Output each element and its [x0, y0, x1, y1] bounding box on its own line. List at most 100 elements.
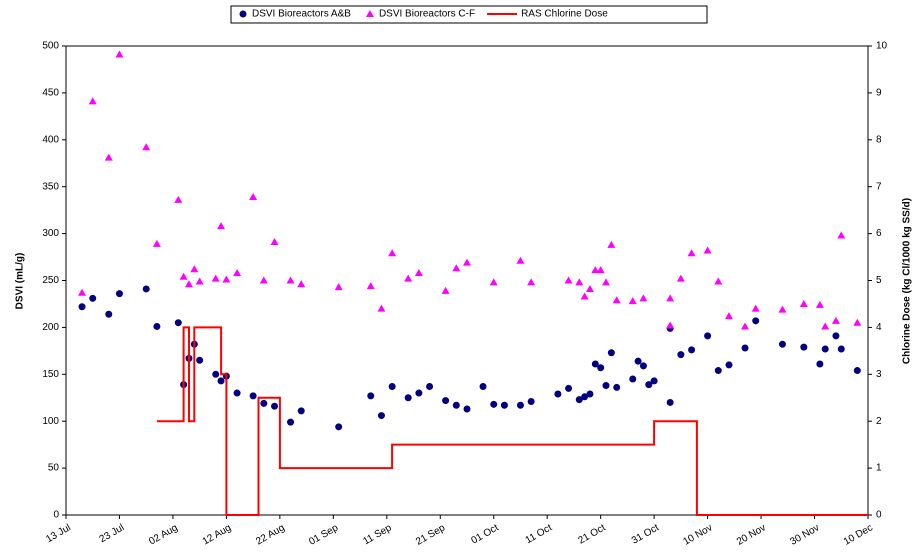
triangle-marker — [78, 288, 87, 296]
y2-tick-label: 2 — [876, 416, 882, 427]
x-tick-label: 31 Oct — [630, 522, 661, 546]
triangle-marker — [687, 249, 696, 257]
circle-marker — [688, 346, 696, 354]
circle-marker — [725, 361, 733, 369]
circle-marker — [639, 362, 647, 370]
circle-marker — [575, 396, 583, 404]
triangle-marker — [815, 300, 824, 308]
x-tick-label: 30 Nov — [788, 522, 821, 547]
triangle-marker — [628, 297, 637, 305]
y-tick-label: 300 — [42, 228, 59, 239]
triangle-marker — [585, 284, 594, 292]
triangle-marker — [821, 322, 830, 330]
circle-marker — [554, 390, 562, 398]
circle-marker — [415, 389, 423, 397]
circle-marker — [597, 364, 605, 372]
triangle-marker — [377, 304, 386, 312]
circle-marker — [821, 345, 829, 353]
triangle-marker — [751, 304, 760, 312]
circle-marker — [516, 401, 524, 409]
circle-marker — [174, 319, 182, 327]
circle-marker — [816, 360, 824, 368]
circle-marker — [629, 375, 637, 383]
circle-marker — [741, 344, 749, 352]
y2-tick-label: 7 — [876, 181, 882, 192]
circle-marker — [249, 392, 257, 400]
y2-axis-label: Chlorine Dose (kg Cl/1000 kg SS/d) — [902, 198, 913, 364]
circle-marker — [452, 401, 460, 409]
circle-marker — [388, 382, 396, 390]
triangle-marker — [184, 280, 193, 288]
y-axis-label: DSVI (mL/g) — [15, 253, 26, 310]
triangle-marker — [388, 249, 397, 257]
legend-label: RAS Chlorine Dose — [521, 9, 608, 20]
triangle-marker — [612, 296, 621, 304]
triangle-marker — [404, 274, 413, 282]
circle-marker — [105, 310, 113, 318]
triangle-marker — [489, 278, 498, 286]
triangle-marker — [259, 276, 268, 284]
triangle-marker — [516, 256, 525, 264]
circle-marker — [463, 405, 471, 413]
x-tick-label: 01 Oct — [470, 522, 501, 546]
y2-tick-label: 10 — [876, 41, 888, 52]
triangle-marker — [724, 312, 733, 320]
x-tick-label: 11 Sep — [361, 522, 394, 547]
circle-marker — [853, 367, 861, 375]
triangle-marker — [580, 292, 589, 300]
triangle-marker — [249, 193, 258, 201]
y-tick-label: 450 — [42, 88, 59, 99]
circle-marker — [217, 377, 225, 385]
triangle-marker — [365, 10, 374, 17]
triangle-marker — [174, 195, 183, 203]
x-tick-label: 01 Sep — [307, 522, 340, 548]
triangle-marker — [334, 283, 343, 291]
triangle-marker — [666, 294, 675, 302]
circle-marker — [404, 394, 412, 402]
triangle-marker — [853, 318, 862, 326]
triangle-marker — [104, 153, 113, 161]
triangle-marker — [831, 316, 840, 324]
circle-marker — [153, 322, 161, 330]
y-tick-label: 0 — [53, 510, 59, 521]
y-tick-label: 250 — [42, 275, 59, 286]
circle-marker — [490, 400, 498, 408]
triangle-marker — [441, 286, 450, 294]
dose-line — [156, 326, 868, 516]
triangle-marker — [152, 239, 161, 247]
y2-tick-label: 3 — [876, 369, 882, 380]
x-tick-label: 10 Dec — [842, 522, 875, 547]
triangle-marker — [666, 321, 675, 329]
triangle-marker — [233, 268, 242, 276]
circle-marker — [89, 294, 97, 302]
circle-marker — [442, 397, 450, 405]
circle-marker — [212, 370, 220, 378]
triangle-marker — [463, 258, 471, 266]
circle-marker — [607, 349, 615, 357]
triangle-marker — [703, 246, 712, 254]
y-tick-label: 350 — [42, 181, 59, 192]
y2-tick-label: 1 — [876, 463, 882, 474]
triangle-marker — [607, 240, 616, 248]
triangle-marker — [115, 50, 124, 58]
triangle-marker — [591, 266, 600, 274]
circle-marker — [586, 390, 594, 398]
circle-marker — [78, 303, 86, 311]
circle-marker — [297, 407, 305, 415]
triangle-marker — [564, 276, 573, 284]
circle-marker — [271, 402, 279, 410]
triangle-marker — [676, 274, 685, 282]
triangle-marker — [639, 294, 648, 302]
y2-tick-label: 0 — [876, 510, 882, 521]
circle-marker — [527, 398, 535, 406]
circle-marker — [837, 345, 845, 353]
triangle-marker — [286, 276, 295, 284]
triangle-marker — [837, 231, 846, 239]
circle-marker — [778, 340, 786, 348]
y-tick-label: 400 — [42, 134, 59, 145]
triangle-marker — [414, 268, 423, 276]
triangle-marker — [596, 266, 605, 274]
y2-tick-label: 9 — [876, 88, 882, 99]
triangle-marker — [217, 222, 226, 230]
circle-marker — [666, 398, 674, 406]
